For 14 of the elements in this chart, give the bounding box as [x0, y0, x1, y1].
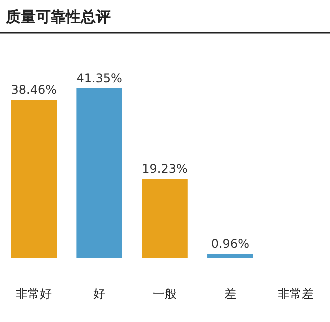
chart-title: 质量可靠性总评: [5, 8, 111, 26]
x-tick-label: 好: [94, 287, 106, 301]
data-label: 0.96%: [211, 237, 250, 252]
data-label: 38.46%: [11, 83, 58, 98]
bar: [208, 254, 254, 258]
data-label: 19.23%: [142, 162, 188, 176]
x-tick-label: 非常差: [278, 287, 314, 301]
data-label: 41.35%: [76, 71, 122, 86]
bar: [76, 88, 122, 258]
x-tick-label: 差: [224, 287, 236, 301]
x-tick-label: 非常好: [16, 287, 52, 301]
x-tick-label: 一般: [153, 287, 177, 301]
bar: [11, 100, 58, 258]
bar: [142, 179, 188, 258]
